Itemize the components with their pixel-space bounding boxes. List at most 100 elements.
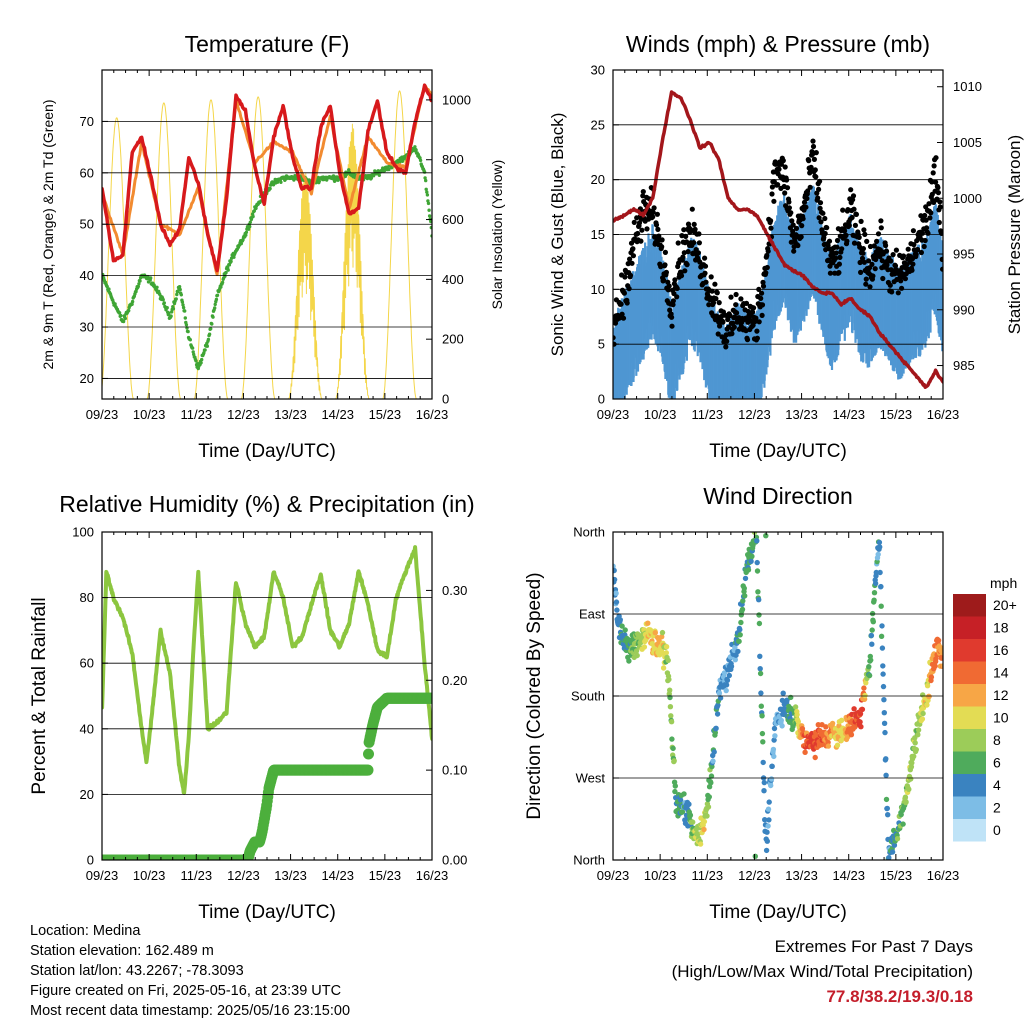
direction-point	[613, 576, 618, 583]
direction-point	[712, 729, 718, 736]
direction-point	[681, 791, 687, 797]
direction-point	[617, 617, 623, 623]
wind-gust-point	[769, 184, 776, 190]
wind-gust-point	[909, 267, 915, 273]
wind-gust-point	[940, 266, 943, 272]
colorbar-swatch	[953, 819, 986, 842]
direction-point	[613, 590, 619, 596]
wind-gust-point	[724, 338, 730, 344]
wind-gust-point	[644, 226, 650, 232]
direction-point	[881, 720, 888, 726]
direction-point	[915, 732, 921, 738]
wind-gust-point	[851, 240, 858, 246]
direction-point	[708, 780, 714, 786]
chart-title: Winds (mph) & Pressure (mb)	[626, 31, 930, 57]
solar-curve	[287, 173, 323, 399]
wind-gust-point	[682, 268, 688, 274]
direction-point	[859, 706, 866, 713]
colorbar-swatch	[953, 684, 986, 707]
dewpoint-point	[214, 297, 219, 302]
direction-point	[765, 806, 772, 812]
temp-2m-line	[102, 83, 432, 273]
dewpoint-point	[199, 361, 203, 365]
wind-gust-point	[758, 295, 764, 301]
dewpoint-point	[155, 285, 159, 289]
dewpoint-point	[220, 280, 225, 285]
direction-point	[879, 645, 886, 651]
direction-point	[652, 630, 658, 636]
wind-gust-point	[702, 263, 709, 269]
wind-gust-point	[834, 237, 841, 244]
direction-point	[752, 853, 758, 859]
direction-point	[851, 706, 857, 712]
wind-gust-point	[788, 210, 794, 216]
x-tick-label: 12/23	[227, 868, 260, 883]
dewpoint-point	[167, 311, 171, 315]
direction-point	[634, 652, 640, 659]
direction-point	[710, 758, 716, 764]
direction-point	[780, 690, 786, 696]
direction-point	[877, 544, 883, 550]
dewpoint-point	[207, 332, 212, 336]
direction-point	[848, 732, 855, 738]
colorbar-label: 2	[993, 800, 1001, 816]
x-tick-label: 14/23	[321, 407, 354, 422]
x-tick-label: 15/23	[880, 407, 913, 422]
direction-point	[656, 637, 662, 644]
wind-gust-point	[857, 259, 863, 266]
dewpoint-series	[102, 145, 432, 371]
wind-gust-point	[936, 219, 942, 226]
direction-point	[728, 663, 735, 670]
direction-point	[799, 726, 806, 732]
wind-gust-point	[691, 221, 697, 227]
wind-gust-point	[760, 279, 766, 285]
wind-gust-point	[905, 246, 911, 252]
dewpoint-point	[251, 214, 255, 219]
direction-point	[872, 580, 879, 587]
plot-area	[613, 90, 943, 399]
wind-gust-point	[712, 281, 718, 287]
direction-point	[755, 589, 761, 595]
dewpoint-point	[227, 263, 232, 267]
wind-gust-point	[836, 270, 842, 276]
y2-tick-label: 600	[442, 212, 464, 227]
wind-gust-point	[659, 237, 665, 243]
direction-point	[723, 682, 730, 688]
wind-gust-point	[910, 228, 917, 234]
direction-point	[883, 756, 889, 762]
direction-point	[838, 717, 845, 723]
direction-point	[666, 676, 672, 683]
wind-gust-point	[756, 319, 762, 325]
direction-point	[812, 754, 818, 761]
direction-point	[871, 590, 878, 596]
wind-gust-point	[734, 310, 740, 316]
y-tick-label: 60	[80, 165, 94, 180]
direction-point	[771, 725, 778, 732]
x-tick-label: 10/23	[644, 868, 677, 883]
wind-gust-point	[795, 242, 801, 249]
y2-tick-label: 0.10	[442, 763, 467, 778]
wind-gust-point	[824, 225, 830, 231]
direction-point	[709, 763, 715, 770]
dewpoint-point	[424, 187, 428, 191]
wind-gust-point	[651, 205, 657, 211]
direction-point	[715, 702, 721, 708]
wind-gust-point	[723, 344, 729, 350]
y2-tick-label: 985	[953, 358, 975, 373]
direction-point	[660, 665, 667, 671]
dewpoint-point	[181, 305, 186, 310]
x-tick-label: 14/23	[832, 868, 865, 883]
wind-gust-point	[627, 256, 633, 262]
wind-gust-point	[848, 187, 854, 193]
y-tick-label: 60	[80, 656, 94, 671]
x-tick-label: 16/23	[927, 407, 960, 422]
wind-gust-point	[764, 252, 770, 259]
wind-gust-point	[935, 190, 942, 196]
wind-gust-point	[878, 225, 884, 231]
y-tick-label: 70	[80, 114, 94, 129]
direction-point	[882, 729, 888, 736]
direction-point	[935, 637, 942, 644]
direction-point	[939, 649, 943, 656]
y-tick-label: 10	[591, 282, 605, 297]
wind-gust-point	[674, 285, 680, 291]
